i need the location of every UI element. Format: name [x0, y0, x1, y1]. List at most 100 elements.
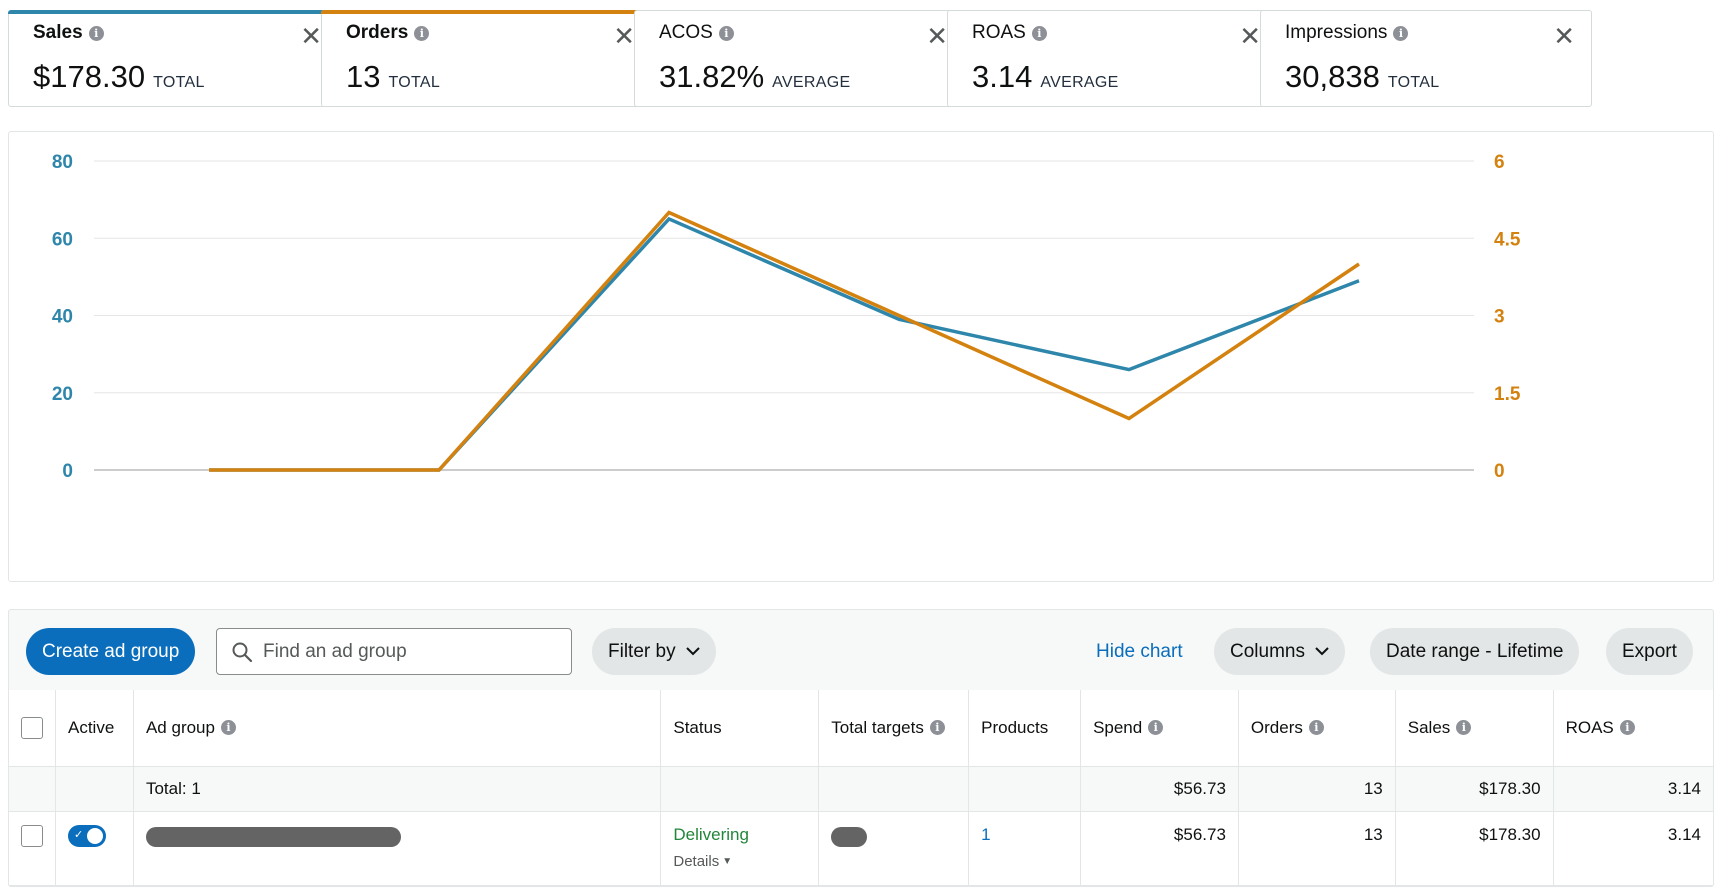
metric-number: 30,838	[1285, 59, 1380, 94]
close-icon[interactable]: ✕	[300, 21, 322, 51]
search-icon	[232, 642, 253, 662]
active-toggle[interactable]: ✓	[68, 824, 106, 847]
total-spend: $56.73	[1080, 766, 1239, 812]
info-icon[interactable]: i	[1308, 720, 1324, 736]
info-icon[interactable]: i	[1031, 25, 1047, 41]
orders-cell: 13	[1238, 811, 1396, 886]
filter-by-button[interactable]: Filter by	[592, 628, 716, 675]
metric-card-roas[interactable]: ROAS i ✕ 3.14 AVERAGE	[947, 10, 1278, 107]
info-icon[interactable]: i	[1148, 720, 1164, 736]
select-all-checkbox[interactable]	[21, 716, 43, 739]
metric-unit: TOTAL	[153, 74, 205, 91]
y-tick-label-left: 60	[52, 229, 73, 250]
y-tick-label-left: 0	[62, 461, 73, 482]
column-header-label: Status	[673, 717, 722, 737]
column-header-label: Total targets	[831, 717, 924, 737]
products-link[interactable]: 1	[981, 824, 991, 844]
metric-card-acos[interactable]: ACOS i ✕ 31.82% AVERAGE	[634, 10, 965, 107]
total-cell	[818, 766, 970, 812]
select-all-header	[9, 690, 56, 767]
row-checkbox[interactable]	[21, 824, 43, 847]
search-input[interactable]	[263, 640, 553, 663]
y-tick-label-right: 1.5	[1494, 384, 1521, 405]
metric-card-sales[interactable]: Sales i ✕ $178.30 TOTAL	[8, 10, 339, 107]
column-header-sales[interactable]: Sales i	[1395, 690, 1554, 767]
metric-number: 3.14	[972, 59, 1033, 94]
redacted-ad-group-name[interactable]	[145, 826, 401, 847]
chevron-down-icon	[1315, 647, 1329, 656]
metric-cards: Sales i ✕ $178.30 TOTAL Orders i ✕ 13 TOTAL …	[8, 10, 1714, 107]
column-header-orders[interactable]: Orders i	[1238, 690, 1396, 767]
info-icon[interactable]: i	[718, 25, 734, 41]
column-header-label: Sales	[1407, 717, 1451, 737]
metric-title-text: ACOS	[659, 22, 713, 43]
column-header-status[interactable]: Status	[660, 690, 820, 767]
info-icon[interactable]: i	[414, 25, 430, 41]
y-tick-label-left: 40	[52, 307, 73, 328]
active-cell: ✓	[55, 811, 134, 886]
metric-title: Orders i	[346, 22, 430, 44]
info-icon[interactable]: i	[1456, 720, 1472, 736]
metric-title-text: ROAS	[972, 22, 1026, 43]
close-icon[interactable]: ✕	[1239, 21, 1261, 51]
status-text: Delivering	[673, 824, 749, 844]
metric-value: $178.30 TOTAL	[33, 59, 205, 95]
metric-unit: AVERAGE	[1040, 74, 1119, 91]
create-ad-group-button[interactable]: Create ad group	[26, 628, 196, 675]
metric-title: Impressions i	[1285, 22, 1409, 44]
close-icon[interactable]: ✕	[926, 21, 948, 51]
toggle-knob	[87, 827, 103, 844]
status-cell: Delivering Details ▼	[660, 811, 820, 886]
hide-chart-link[interactable]: Hide chart	[1096, 640, 1183, 662]
metric-card-orders[interactable]: Orders i ✕ 13 TOTAL	[321, 10, 652, 107]
total-cell	[660, 766, 820, 812]
metric-title-text: Sales	[33, 22, 83, 43]
close-icon[interactable]: ✕	[1553, 21, 1575, 51]
column-header-ad-group[interactable]: Ad group i	[133, 690, 662, 767]
metric-title-text: Impressions	[1285, 22, 1388, 43]
column-header-spend[interactable]: Spend i	[1080, 690, 1239, 767]
date-range-button[interactable]: Date range - Lifetime	[1370, 628, 1580, 675]
column-header-products[interactable]: Products	[968, 690, 1082, 767]
info-icon[interactable]: i	[220, 720, 236, 736]
columns-button[interactable]: Columns	[1214, 628, 1345, 675]
column-header-label: Spend	[1093, 717, 1143, 737]
table-row: ✓ Delivering Details ▼ 1 $56.73 13 $178.3…	[9, 811, 1713, 886]
info-icon[interactable]: i	[88, 25, 104, 41]
metric-unit: TOTAL	[1387, 74, 1440, 91]
roas-cell: 3.14	[1553, 811, 1713, 886]
column-header-roas[interactable]: ROAS i	[1553, 690, 1713, 767]
info-icon[interactable]: i	[1619, 720, 1635, 736]
y-tick-label-left: 20	[52, 384, 73, 405]
export-label: Export	[1622, 640, 1677, 662]
search-box[interactable]	[216, 628, 572, 675]
metric-title-text: Orders	[346, 22, 409, 43]
chevron-down-icon	[685, 647, 700, 656]
series-line-sales[interactable]	[209, 216, 1360, 472]
info-icon[interactable]: i	[1393, 25, 1409, 41]
close-icon[interactable]: ✕	[613, 21, 635, 51]
columns-label: Columns	[1230, 640, 1305, 662]
ad-groups-section: Create ad group Filter by Hide chart Col…	[8, 609, 1714, 887]
total-cell	[968, 766, 1082, 812]
column-header-total-targets[interactable]: Total targets i	[818, 690, 970, 767]
details-link[interactable]: Details ▼	[673, 853, 806, 870]
table-toolbar: Create ad group Filter by Hide chart Col…	[9, 610, 1713, 690]
metric-title: Sales i	[33, 22, 104, 44]
series-line-orders[interactable]	[209, 210, 1360, 472]
products-cell: 1	[968, 811, 1082, 886]
spend-cell: $56.73	[1080, 811, 1239, 886]
row-select-cell	[9, 811, 56, 886]
column-header-active[interactable]: Active	[55, 690, 134, 767]
metric-value: 30,838 TOTAL	[1285, 59, 1439, 95]
metric-value: 31.82% AVERAGE	[659, 59, 850, 95]
metric-title: ROAS i	[972, 22, 1047, 44]
column-header-label: Active	[68, 717, 115, 737]
export-button[interactable]: Export	[1606, 628, 1693, 675]
metric-card-impressions[interactable]: Impressions i ✕ 30,838 TOTAL	[1260, 10, 1592, 107]
info-icon[interactable]: i	[929, 720, 945, 736]
metric-color-bar	[8, 10, 339, 14]
performance-chart-panel: 0 0 20 1.5 40 3 60 4.5 80 6	[8, 131, 1714, 582]
filter-by-label: Filter by	[608, 640, 676, 662]
metric-number: $178.30	[33, 59, 146, 94]
